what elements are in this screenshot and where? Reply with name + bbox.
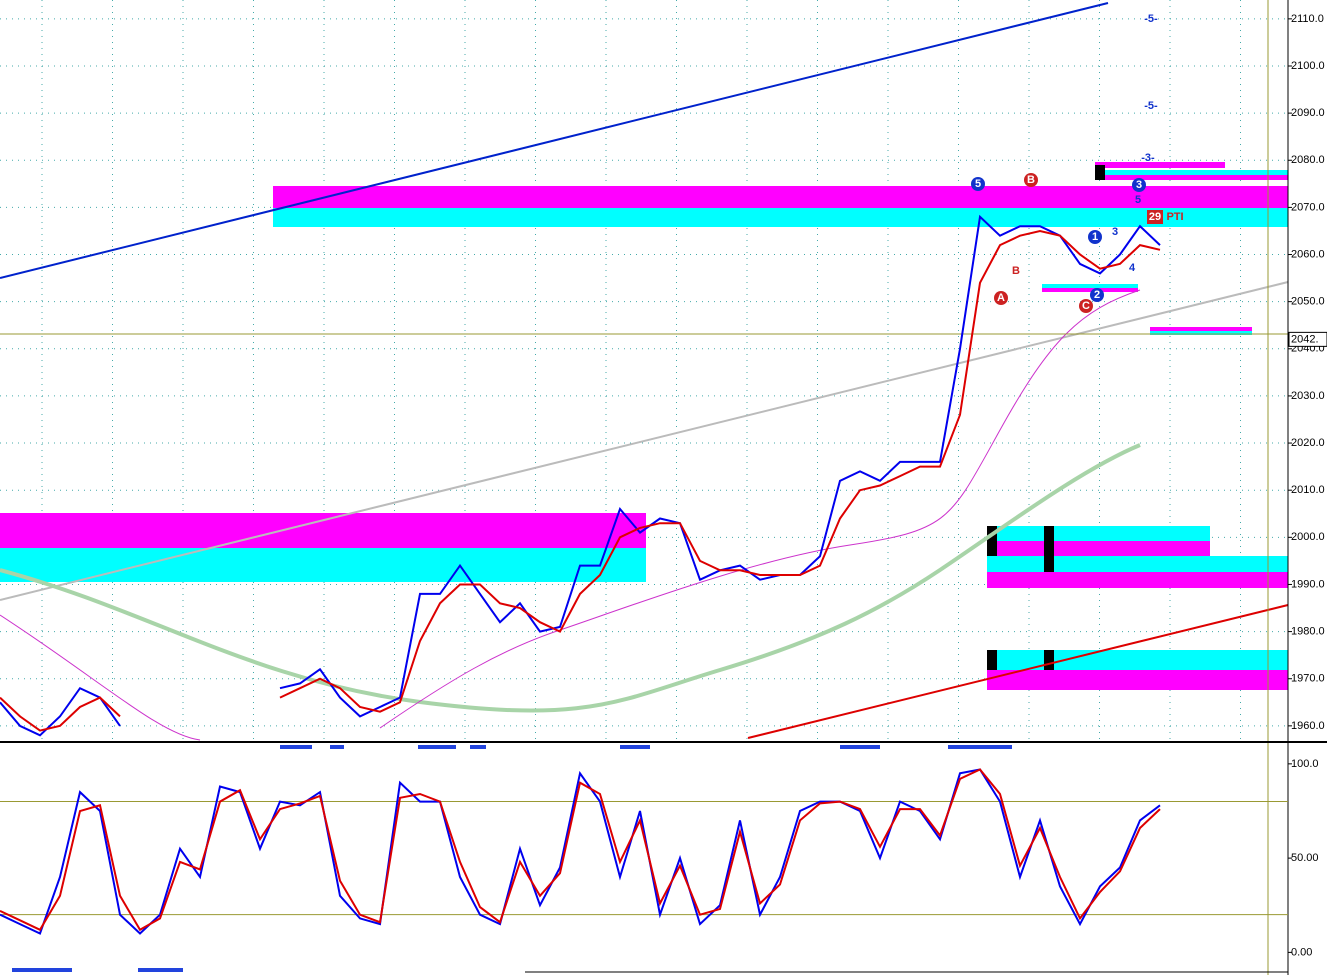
last-price-label: 2042.: [1291, 333, 1319, 345]
annotation: 3: [1112, 226, 1118, 238]
moving-average: [0, 443, 1141, 713]
y-tick-label: 2080.0: [1291, 154, 1325, 166]
y-tick-label: 100.0: [1291, 758, 1319, 770]
y-tick-label: 1970.0: [1291, 673, 1325, 685]
y-tick-label: 2020.0: [1291, 437, 1325, 449]
trendline: [0, 281, 1289, 601]
y-tick-label: 2060.0: [1291, 248, 1325, 260]
annotation: B: [1012, 265, 1020, 277]
annotation: -3-: [1141, 152, 1155, 164]
series-line: [0, 768, 1161, 932]
annotation: -5-: [1144, 13, 1158, 25]
y-tick-label: 2000.0: [1291, 531, 1325, 543]
wave-marker: [1088, 230, 1102, 244]
annotation: -5-: [1144, 100, 1158, 112]
annotation: C: [1082, 300, 1090, 312]
wave-marker: [1132, 178, 1146, 192]
annotation: 5: [975, 178, 981, 190]
trendline: [0, 2, 1109, 279]
wave-marker: [994, 291, 1008, 305]
annotation: 1: [1092, 231, 1098, 243]
series-line: [0, 229, 1161, 732]
y-tick-label: 2070.0: [1291, 201, 1325, 213]
y-tick-label: 0.00: [1291, 946, 1312, 958]
annotation: 5: [1135, 194, 1141, 206]
annotation: 2: [1094, 289, 1100, 301]
y-tick-label: 2110.0: [1291, 13, 1324, 25]
trendline: [747, 604, 1289, 739]
y-tick-label: 2100.0: [1291, 60, 1325, 72]
annotation: B: [1027, 174, 1035, 186]
annotation: PTI: [1166, 211, 1183, 223]
y-tick-label: 2010.0: [1291, 484, 1325, 496]
wave-marker: [1079, 299, 1093, 313]
zones: [0, 162, 1288, 690]
annotation: 4: [1129, 262, 1136, 274]
wave-marker: [1024, 173, 1038, 187]
y-tick-label: 1980.0: [1291, 625, 1325, 637]
wave-marker: [971, 177, 985, 191]
wave-marker: [1090, 288, 1104, 302]
blue-markers: [12, 745, 1012, 972]
y-tick-label: 50.00: [1291, 852, 1319, 864]
series-line: [0, 214, 1161, 737]
annotation: 3: [1136, 179, 1142, 191]
annotation: A: [997, 292, 1005, 304]
y-tick-label: 2050.0: [1291, 296, 1325, 308]
moving-average: [0, 289, 1141, 741]
axis-area: [1288, 0, 1327, 975]
last-price-box: [1288, 331, 1327, 347]
y-tick-label: 1960.0: [1291, 720, 1325, 732]
series-line: [0, 768, 1161, 935]
wave-marker: [1147, 210, 1163, 224]
annotation: 29: [1149, 211, 1161, 223]
grid: [0, 0, 1288, 740]
y-tick-label: 2090.0: [1291, 107, 1325, 119]
y-tick-label: 1990.0: [1291, 578, 1325, 590]
y-tick-label: 2030.0: [1291, 390, 1325, 402]
